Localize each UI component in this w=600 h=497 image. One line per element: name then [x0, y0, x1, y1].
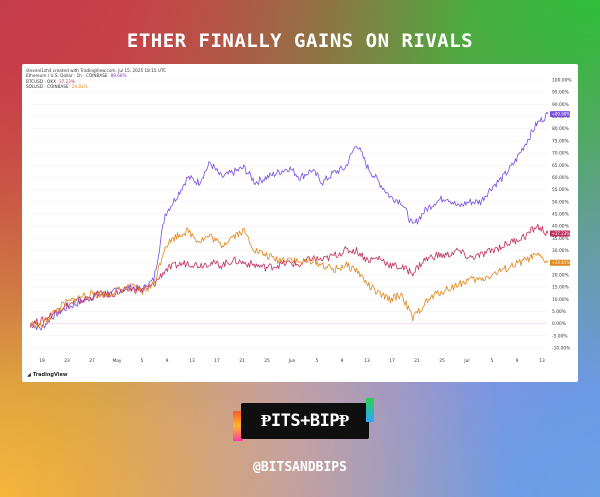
x-tick-label: Jun	[288, 358, 296, 364]
y-tick-label: 60.00%	[552, 175, 569, 181]
end-badge-btcusd	[550, 230, 570, 237]
y-tick-label: -10.00%	[552, 346, 570, 352]
x-tick-label: 5	[491, 358, 494, 364]
y-tick-label: 5.00%	[552, 309, 566, 315]
y-tick-label: 90.00%	[552, 102, 569, 108]
tradingview-logo: ◢ TradingView	[27, 372, 68, 378]
y-tick-label: 50.00%	[552, 199, 569, 205]
y-tick-label: 55.00%	[552, 187, 569, 193]
y-tick-label: 35.00%	[552, 236, 569, 242]
brand-logo: ⱣITS+BIPⱣ	[241, 403, 369, 439]
end-label-solusd: +24.81%	[552, 260, 571, 265]
y-tick-label: 65.00%	[552, 163, 569, 169]
brand-accent-right	[366, 398, 374, 422]
legend-sol: SOLUSD · COINBASE 24.81%	[26, 84, 166, 89]
y-tick-label: 10.00%	[552, 297, 569, 303]
x-tick-label: Jul	[463, 358, 469, 364]
y-tick-label: -5.00%	[552, 333, 568, 339]
source-line: stevenl1zh4 created with TradingView.com…	[26, 68, 167, 73]
x-tick-label: 13	[539, 358, 545, 364]
x-tick-label: 5	[316, 358, 319, 364]
y-tick-label: 80.00%	[552, 126, 569, 132]
y-tick-label: 70.00%	[552, 151, 569, 157]
x-tick-label: May	[112, 358, 121, 364]
y-tick-label: 95.00%	[552, 90, 569, 96]
end-label-btcusd: +37.23%	[552, 231, 571, 236]
brand-text: ⱣITS+BIPⱣ	[261, 411, 349, 431]
legend-btc-label: BTCUSD · OKX	[26, 78, 56, 84]
x-tick-label: 5	[141, 358, 144, 364]
legend-eth-value: 89.68%	[110, 73, 127, 79]
legend-eth: Ethereum / U.S. Dollar · 1h · COINBASE 8…	[26, 73, 166, 78]
x-tick-label: 27	[89, 358, 95, 364]
price-chart: 100.00%95.00%90.00%85.00%80.00%75.00%70.…	[29, 78, 572, 364]
x-tick-label: 23	[64, 358, 70, 364]
x-tick-label: 9	[516, 358, 519, 364]
brand-accent-left	[233, 411, 243, 441]
x-tick-label: 17	[214, 358, 220, 364]
end-badge-solusd	[550, 259, 570, 266]
y-tick-label: 75.00%	[552, 138, 569, 144]
headline: ETHER FINALLY GAINS ON RIVALS	[126, 30, 474, 52]
y-tick-label: 20.00%	[552, 272, 569, 278]
x-tick-label: 9	[341, 358, 344, 364]
legend-sol-value: 24.81%	[71, 84, 88, 90]
end-badge-ethusd	[550, 111, 570, 118]
social-handle: @BITSANDBIPS	[253, 460, 347, 475]
series-line-ethusd	[29, 111, 549, 331]
tradingview-icon: ◢	[27, 372, 31, 378]
end-label-ethusd: +89.68%	[552, 112, 571, 117]
y-tick-label: 0.00%	[552, 321, 566, 327]
y-tick-label: 30.00%	[552, 248, 569, 254]
legend-eth-label: Ethereum / U.S. Dollar · 1h · COINBASE	[26, 73, 108, 79]
chart-panel: 100.00% 95.00% 90.00% 85.00% 80.00% 75.00% 70.…	[22, 64, 578, 382]
x-tick-label: 21	[414, 358, 420, 364]
chart-meta: stevenl1zh4 created with TradingView.com…	[26, 68, 166, 90]
tradingview-label: TradingView	[32, 372, 68, 378]
legend-sol-label: SOLUSD · COINBASE	[26, 84, 69, 90]
y-tick-label: 45.00%	[552, 212, 569, 218]
x-tick-label: 25	[264, 358, 270, 364]
x-tick-label: 21	[239, 358, 245, 364]
legend-btc-value: 37.23%	[58, 78, 75, 84]
x-tick-label: 25	[439, 358, 445, 364]
x-tick-label: 17	[389, 358, 395, 364]
x-tick-label: 19	[39, 358, 45, 364]
legend-btc: BTCUSD · OKX 37.23%	[26, 79, 166, 84]
x-tick-label: 9	[166, 358, 169, 364]
series-line-solusd	[29, 227, 549, 329]
series-line-btcusd	[29, 223, 549, 328]
y-tick-label: 100.00%	[552, 78, 572, 84]
y-tick-label: 40.00%	[552, 224, 569, 230]
y-tick-label: 15.00%	[552, 285, 569, 291]
x-tick-label: 13	[364, 358, 370, 364]
x-tick-label: 13	[189, 358, 195, 364]
